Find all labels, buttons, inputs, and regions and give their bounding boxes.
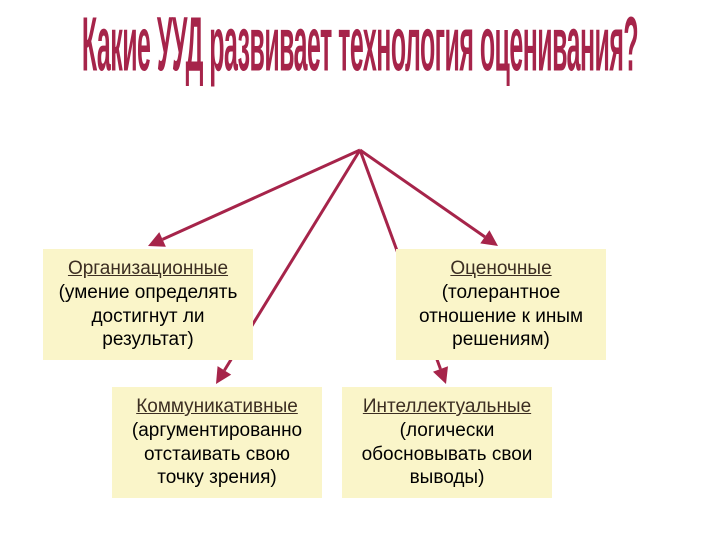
box-body: (аргументированно отстаивать свою точку … [132, 420, 302, 489]
box-body: (толерантное отношение к иным решениям) [419, 282, 583, 351]
box-heading: Организационные [68, 258, 228, 279]
diagram-title: Какие УУД развивает технология оценивани… [82, 2, 638, 90]
box-heading: Коммуникативные [136, 396, 298, 417]
box-heading: Интеллектуальные [363, 396, 531, 417]
box-body: (логически обосновывать свои выводы) [362, 420, 533, 489]
box-intellectual: Интеллектуальные (логически обосновывать… [342, 387, 552, 498]
box-organizational: Организационные (умение определять дости… [43, 249, 253, 360]
box-evaluative: Оценочные (толерантное отношение к иным … [396, 249, 606, 360]
box-heading: Оценочные [450, 258, 551, 279]
box-body: (умение определять достигнут ли результа… [59, 282, 238, 351]
box-communicative: Коммуникативные (аргументированно отстаи… [112, 387, 322, 498]
